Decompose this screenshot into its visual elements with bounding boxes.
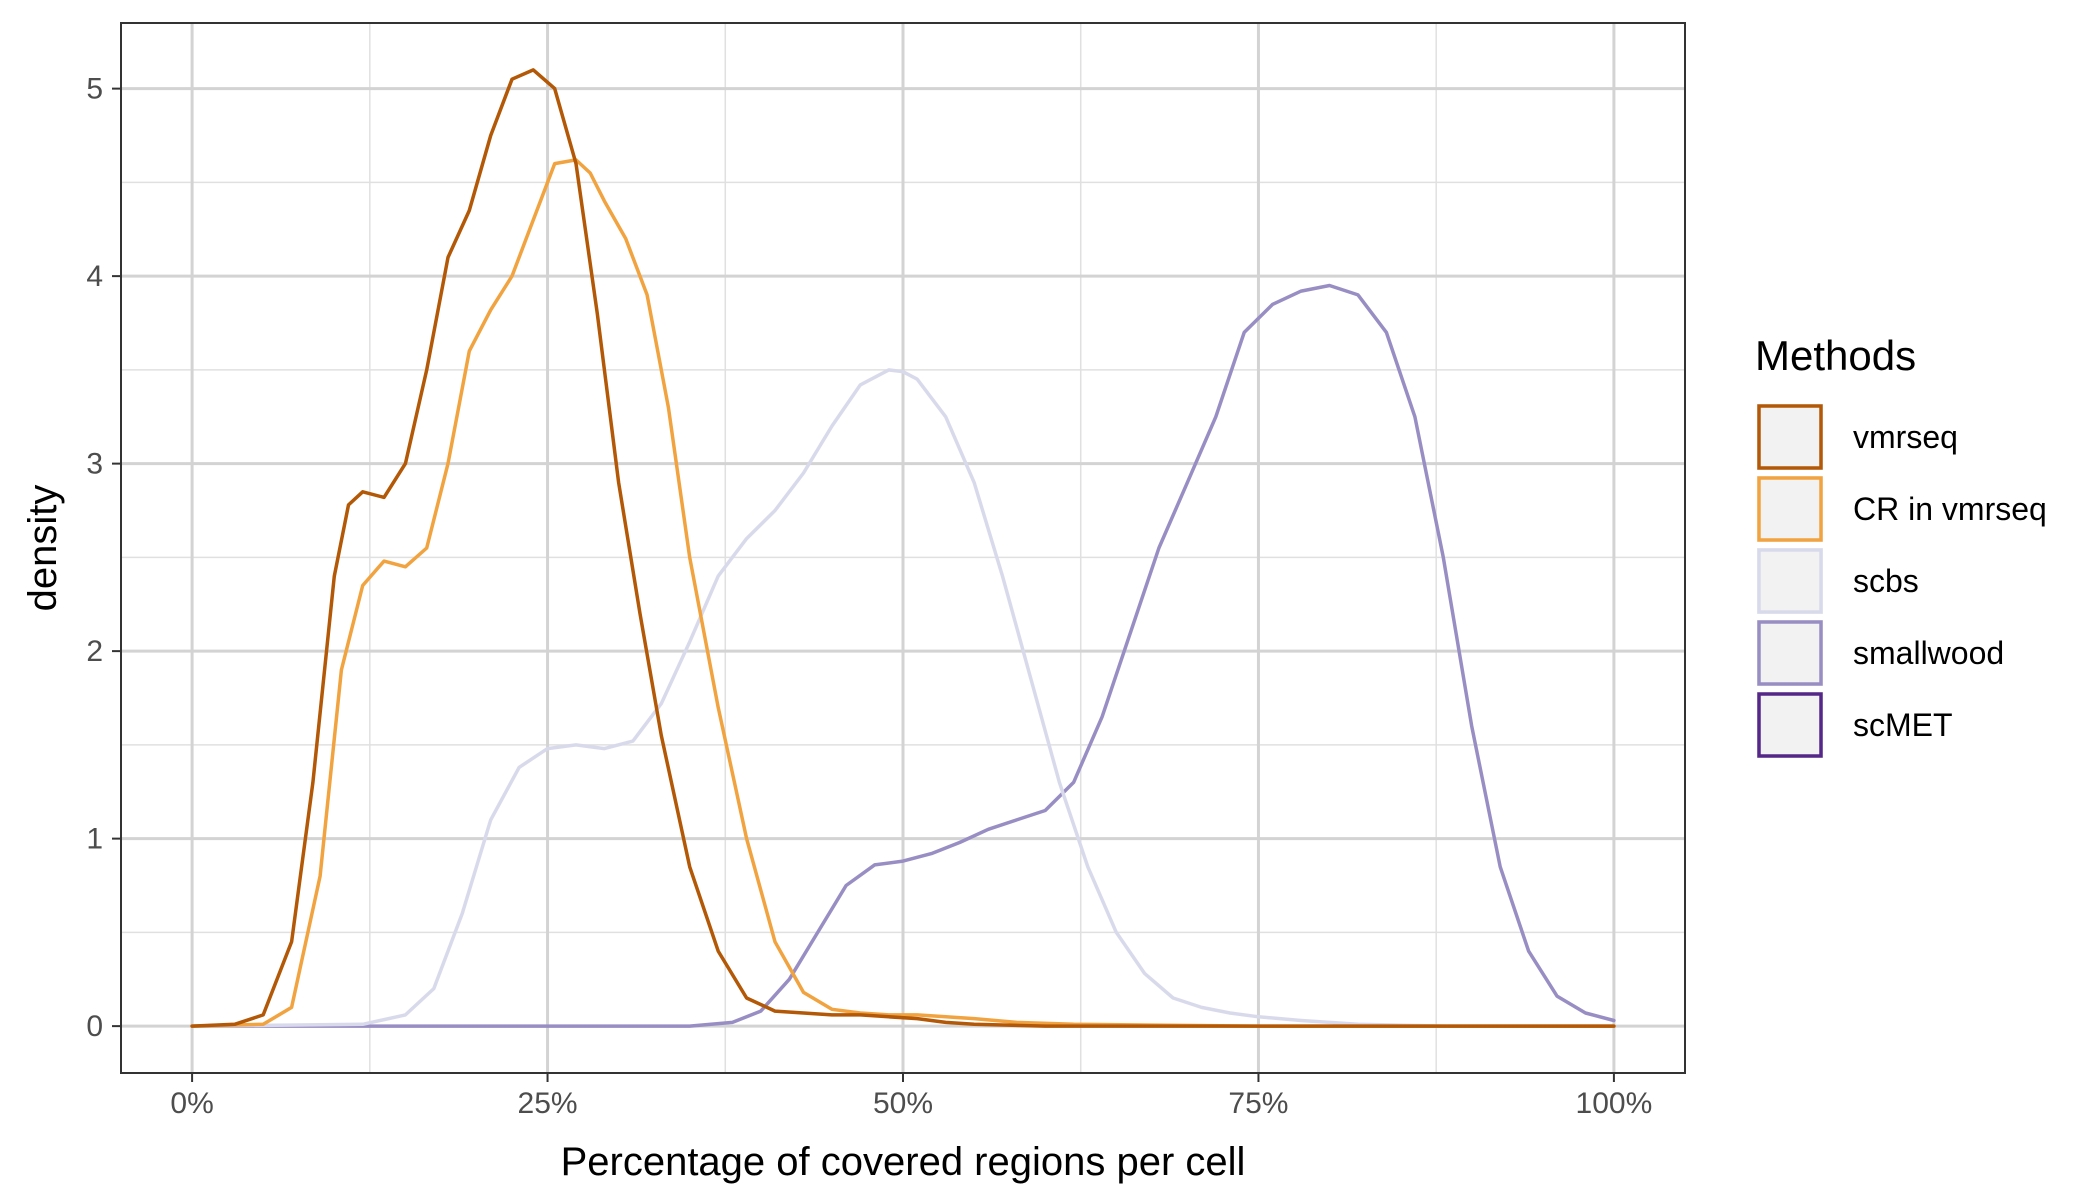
series-line-cr-in-vmrseq [190,158,1616,1028]
legend-key-vmrseq [1757,404,1823,470]
x-tick-label: 0% [170,1087,213,1120]
y-tick-label: 5 [86,73,103,106]
y-tick-label: 1 [86,823,103,856]
legend-title: Methods [1755,332,1916,379]
series-line-smallwood [190,283,1616,1028]
x-tick-label: 50% [873,1087,933,1120]
legend-key-scbs [1757,548,1823,614]
legend-swatch-cr-in-vmrseq [1757,476,1823,542]
legend-label-cr-in-vmrseq: CR in vmrseq [1853,491,2047,527]
series-line-scbs [190,368,1616,1028]
legend-swatch-smallwood [1757,620,1823,686]
axes: 0% 25% 50% 75% 100% 0 1 2 3 4 5 [86,73,1652,1120]
x-tick-label: 100% [1576,1087,1653,1120]
legend-label-scmet: scMET [1853,707,1953,743]
legend-label-vmrseq: vmrseq [1853,419,1958,455]
legend-label-smallwood: smallwood [1853,635,2004,671]
legend-key-smallwood [1757,620,1823,686]
grid-lines [121,23,1685,1073]
y-axis-title: density [21,485,65,612]
legend-label-scbs: scbs [1853,563,1919,599]
legend-swatch-scbs [1757,548,1823,614]
y-tick-label: 4 [86,260,103,293]
x-axis-title: Percentage of covered regions per cell [561,1140,1246,1184]
x-tick-label: 75% [1228,1087,1288,1120]
legend-swatch-scmet [1757,692,1823,758]
legend: Methods vmrseq CR in vmrseq scbs smallwood s… [1755,332,2047,758]
legend-key-scmet [1757,692,1823,758]
legend-key-cr-in-vmrseq [1757,476,1823,542]
x-tick-label: 25% [518,1087,578,1120]
series-line-vmrseq [190,68,1616,1028]
y-tick-label: 0 [86,1010,103,1043]
y-tick-label: 3 [86,448,103,481]
series-lines [190,68,1616,1028]
y-tick-label: 2 [86,635,103,668]
legend-swatch-vmrseq [1757,404,1823,470]
